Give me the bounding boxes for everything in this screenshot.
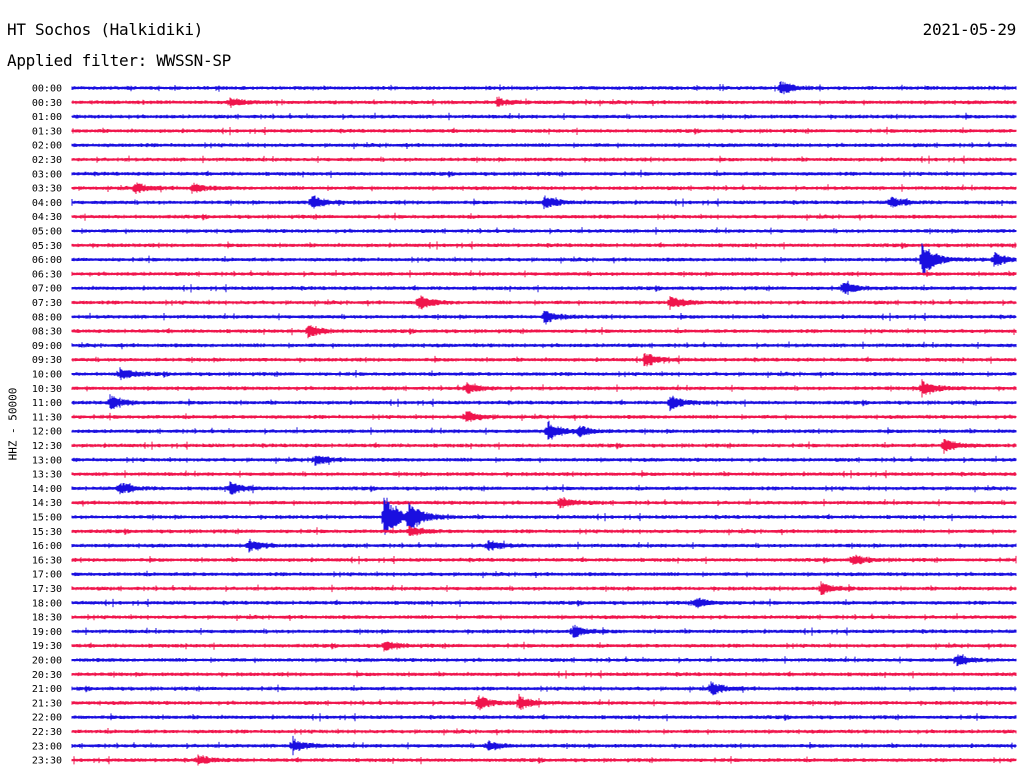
time-tick-label: 22:00	[32, 713, 62, 724]
time-tick-label: 08:30	[32, 327, 62, 338]
time-tick-label: 19:00	[32, 627, 62, 638]
time-tick-label: 14:30	[32, 498, 62, 509]
time-tick-label: 12:00	[32, 427, 62, 438]
time-tick-label: 04:30	[32, 212, 62, 223]
seismic-traces	[71, 81, 1017, 766]
time-tick-label: 00:30	[32, 98, 62, 109]
time-tick-label: 14:00	[32, 484, 62, 495]
time-tick-label: 02:00	[32, 141, 62, 152]
time-tick-label: 15:00	[32, 513, 62, 524]
time-tick-label: 21:30	[32, 698, 62, 709]
time-tick-label: 03:00	[32, 169, 62, 180]
time-tick-label: 09:00	[32, 341, 62, 352]
time-tick-label: 19:30	[32, 641, 62, 652]
time-tick-label: 17:00	[32, 570, 62, 581]
time-tick-label: 03:30	[32, 184, 62, 195]
station-title: HT Sochos (Halkidiki)	[7, 20, 203, 39]
time-tick-label: 02:30	[32, 155, 62, 166]
time-tick-label: 23:00	[32, 741, 62, 752]
date-label: 2021-05-29	[922, 20, 1017, 39]
time-tick-label: 20:00	[32, 656, 62, 667]
time-tick-label: 16:00	[32, 541, 62, 552]
time-tick-label: 17:30	[32, 584, 62, 595]
time-tick-label: 08:00	[32, 312, 62, 323]
time-tick-label: 20:30	[32, 670, 62, 681]
time-tick-label: 18:30	[32, 613, 62, 624]
time-tick-label: 13:00	[32, 455, 62, 466]
time-tick-label: 23:30	[32, 756, 62, 767]
time-tick-label: 09:30	[32, 355, 62, 366]
time-tick-label: 18:00	[32, 598, 62, 609]
filter-label: Applied filter: WWSSN-SP	[7, 51, 231, 70]
time-tick-label: 07:00	[32, 284, 62, 295]
time-tick-label: 01:30	[32, 126, 62, 137]
time-tick-label: 13:30	[32, 470, 62, 481]
time-tick-label: 04:00	[32, 198, 62, 209]
time-tick-label: 00:00	[32, 84, 62, 95]
time-tick-label: 12:30	[32, 441, 62, 452]
time-tick-label: 05:30	[32, 241, 62, 252]
time-tick-label: 22:30	[32, 727, 62, 738]
time-tick-label: 06:00	[32, 255, 62, 266]
time-tick-label: 10:30	[32, 384, 62, 395]
time-tick-label: 01:00	[32, 112, 62, 123]
time-tick-label: 16:30	[32, 555, 62, 566]
time-tick-label: 15:30	[32, 527, 62, 538]
time-tick-label: 21:00	[32, 684, 62, 695]
time-tick-label: 05:00	[32, 227, 62, 238]
time-tick-labels: 00:00 00:30 01:00 01:30 02:00 02:30 03:00 03:30…	[32, 84, 62, 767]
time-tick-label: 11:00	[32, 398, 62, 409]
time-tick-label: 07:30	[32, 298, 62, 309]
time-tick-label: 11:30	[32, 412, 62, 423]
time-tick-label: 06:30	[32, 269, 62, 280]
time-tick-label: 10:00	[32, 370, 62, 381]
